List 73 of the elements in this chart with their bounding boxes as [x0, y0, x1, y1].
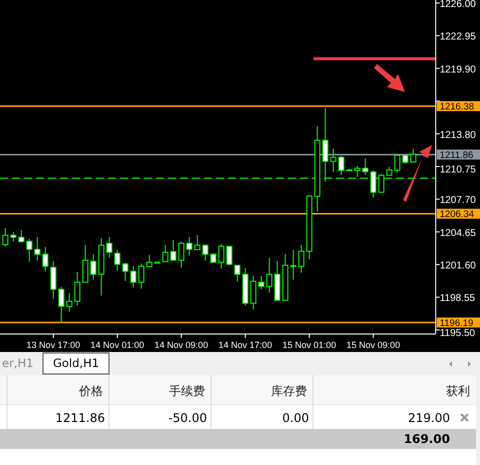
candlestick [298, 244, 304, 274]
y-tick-label: 1204.65 [440, 228, 476, 239]
candlestick [394, 154, 400, 174]
ref-line-label: 1206.34 [440, 209, 474, 220]
candlestick [194, 234, 200, 250]
x-tick-label: 14 Nov 01:00 [90, 340, 144, 350]
y-tick-label: 1210.75 [440, 164, 476, 176]
candlestick [114, 249, 120, 272]
text: er,H1 [2, 356, 34, 370]
ref-line-label: 1196.19 [440, 318, 474, 330]
x-tick-label: 14 Nov 09:00 [154, 340, 208, 350]
candlestick [106, 236, 112, 258]
ref-line-label: 1216.38 [440, 102, 474, 113]
candlestick [266, 257, 272, 294]
candlestick [290, 249, 296, 280]
candlestick [50, 260, 56, 300]
candlestick [82, 244, 88, 283]
candlestick [338, 155, 344, 176]
category-label: 库存费 [271, 384, 307, 398]
y-tick-label: 1213.80 [440, 130, 476, 141]
candlestick [58, 286, 64, 324]
y-tick-label: 1195.50 [440, 328, 476, 339]
candlestick [34, 236, 40, 262]
candlestick [74, 271, 80, 306]
candlestick [42, 246, 48, 272]
text: 1211.86 [55, 411, 105, 425]
candlestick [10, 231, 16, 242]
y-tick-label: 1219.90 [440, 64, 476, 76]
candlestick [218, 243, 224, 270]
candlestick [178, 241, 184, 268]
category-label: 手续费 [169, 384, 205, 398]
candlestick [146, 254, 152, 268]
y-tick-label: 1207.70 [440, 195, 476, 206]
text: -50.00 [168, 411, 207, 425]
candlestick [402, 153, 408, 164]
candlestick [378, 173, 384, 193]
candlestick [130, 265, 136, 288]
candlestick [26, 238, 32, 262]
candlestick [226, 246, 232, 266]
candlestick [234, 264, 240, 282]
x-tick-label: 15 Nov 09:00 [346, 340, 400, 350]
candlestick [202, 244, 208, 262]
ref-line-label: 1211.86 [440, 150, 474, 162]
y-tick-label: 1226.00 [440, 0, 476, 10]
candlestick [90, 253, 96, 280]
candlestick [138, 263, 144, 290]
candlestick [370, 170, 376, 198]
y-tick-label: 1222.95 [440, 32, 476, 43]
candlestick [170, 239, 176, 261]
x-tick-label: 15 Nov 01:00 [282, 340, 336, 350]
candlestick [186, 236, 192, 256]
category-label: 获利 [446, 384, 470, 398]
y-tick-label: 1198.55 [440, 293, 476, 304]
candlestick [410, 148, 416, 162]
candlestick [322, 107, 328, 182]
x-tick-label: 14 Nov 17:00 [218, 340, 272, 350]
candlestick [18, 229, 24, 244]
y-tick-label: 1201.60 [440, 260, 476, 272]
text: 0.00 [282, 411, 309, 425]
candlestick [162, 244, 168, 262]
candlestick [354, 165, 360, 178]
text: Gold,H1 [52, 356, 100, 370]
candlestick [258, 275, 264, 290]
candlestick [330, 148, 336, 173]
category-label: 价格 [78, 384, 103, 398]
candlestick [362, 158, 368, 176]
candlestick [250, 275, 256, 310]
candlestick [66, 292, 72, 312]
x-tick-label: 13 Nov 17:00 [26, 340, 80, 350]
candlestick [210, 252, 216, 263]
text: 169.00 [404, 432, 450, 446]
candlestick [122, 262, 128, 282]
text: 219.00 [408, 411, 450, 425]
